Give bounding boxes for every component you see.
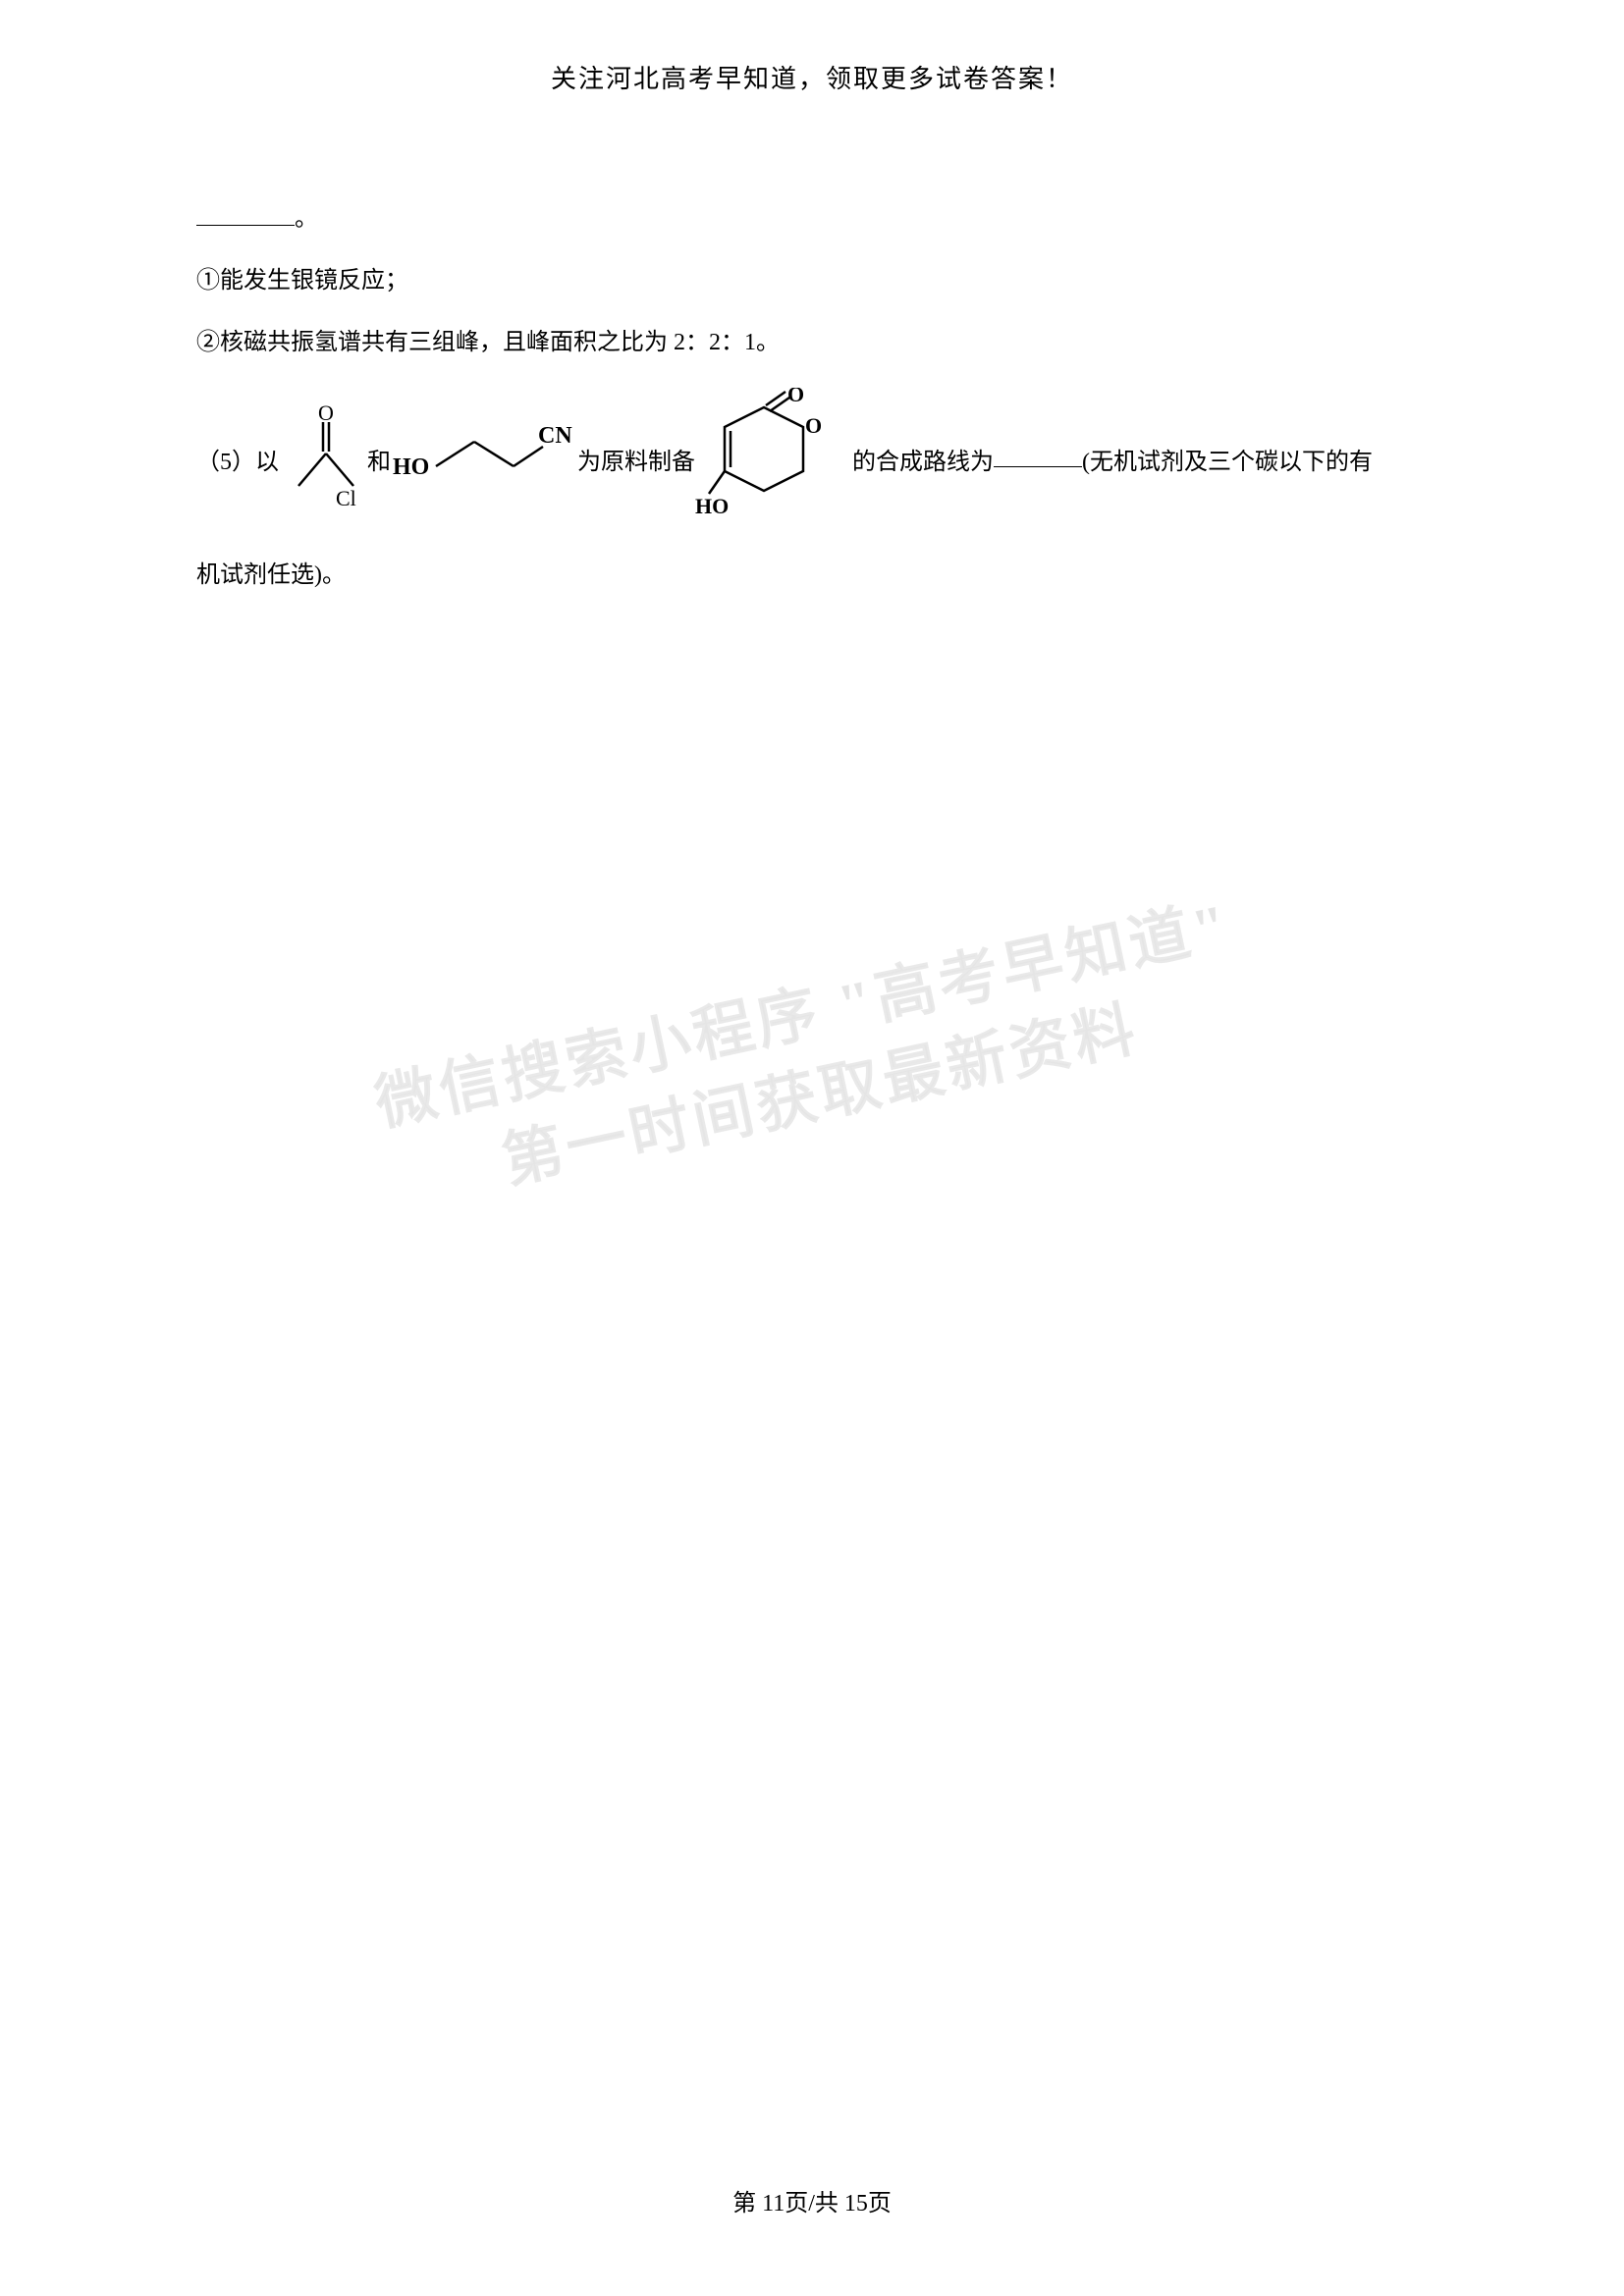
label-O-ring: O bbox=[805, 413, 822, 438]
q5-tail: (无机试剂及三个碳以下的有 bbox=[1082, 442, 1373, 476]
q5-tail2: 机试剂任选)。 bbox=[196, 550, 1428, 602]
page-footer: 第 11页/共 15页 bbox=[0, 2183, 1624, 2217]
blank-suffix: 。 bbox=[295, 206, 318, 232]
label-HO: HO bbox=[695, 494, 729, 518]
question-5-row: （5）以 O Cl 和 HO bbox=[196, 388, 1428, 530]
q5-after: 的合成路线为 bbox=[852, 442, 994, 476]
label-Cl: Cl bbox=[336, 486, 356, 510]
page-header: 关注河北高考早知道，领取更多试卷答案！ bbox=[196, 59, 1428, 95]
label-O-carbonyl: O bbox=[787, 388, 804, 406]
content-block: 。 ①能发生银镜反应； ②核磁共振氢谱共有三组峰，且峰面积之比为 2：2：1。 … bbox=[196, 193, 1428, 602]
label-HO: HO bbox=[393, 454, 429, 480]
watermark: 微信搜索小程序 "高考早知道" 第一时间获取最新资料 bbox=[368, 885, 1256, 1227]
blank-answer-line: 。 bbox=[196, 193, 1428, 245]
condition-2: ②核磁共振氢谱共有三组峰，且峰面积之比为 2：2：1。 bbox=[196, 317, 1428, 369]
footer-text: 第 11页/共 15页 bbox=[732, 2191, 892, 2216]
fill-blank bbox=[196, 202, 295, 226]
page-root: 关注河北高考早知道，领取更多试卷答案！ 。 ①能发生银镜反应； ②核磁共振氢谱共… bbox=[0, 0, 1624, 2296]
molecule-hydroxy-nitrile: HO CN bbox=[391, 417, 577, 501]
molecule-acyl-chloride: O Cl bbox=[279, 402, 367, 515]
q5-mid: 为原料制备 bbox=[577, 442, 695, 476]
header-text: 关注河北高考早知道，领取更多试卷答案！ bbox=[551, 65, 1073, 93]
q5-prefix: （5）以 bbox=[196, 442, 279, 476]
condition-1: ①能发生银镜反应； bbox=[196, 255, 1428, 307]
watermark-line2: 第一时间获取最新资料 bbox=[386, 966, 1256, 1228]
q5-and: 和 bbox=[367, 442, 391, 476]
label-O: O bbox=[318, 402, 334, 425]
label-CN: CN bbox=[538, 423, 572, 449]
molecule-lactone: O O HO bbox=[695, 388, 852, 530]
fill-blank-route bbox=[994, 452, 1082, 467]
watermark-line1: 微信搜索小程序 "高考早知道" bbox=[368, 885, 1238, 1148]
